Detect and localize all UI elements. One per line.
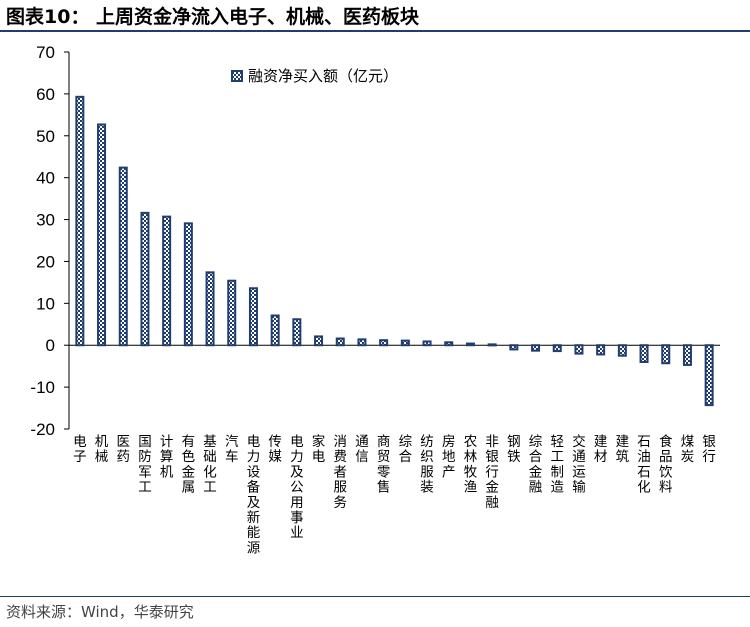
- bar: [596, 344, 606, 356]
- bar: [531, 344, 541, 352]
- bar: [97, 123, 107, 347]
- title-bar: 图表10： 上周资金净流入电子、机械、医药板块: [0, 0, 750, 32]
- bar: [227, 279, 237, 347]
- bar: [704, 344, 714, 407]
- x-category-label: 传媒: [268, 434, 282, 465]
- legend-label: 融资净买入额（亿元）: [248, 67, 398, 85]
- x-category-label: 商贸零售: [377, 434, 391, 496]
- bar: [574, 344, 584, 355]
- x-category-label: 交通运输: [572, 433, 586, 496]
- bar: [140, 211, 150, 347]
- x-category-label: 非银行金融: [485, 434, 499, 511]
- x-category-label: 电子: [73, 434, 87, 465]
- bar: [379, 339, 389, 347]
- bar: [617, 344, 627, 357]
- x-category-label: 国防军工: [138, 434, 152, 496]
- y-tick-label: -20: [30, 420, 55, 439]
- bar: [552, 344, 562, 353]
- x-category-label: 家电: [312, 433, 326, 465]
- x-category-label: 建筑: [616, 434, 630, 465]
- x-category-label: 电力设备及新能源: [247, 434, 261, 556]
- x-category-label: 轻工制造: [551, 434, 565, 496]
- chart-title: 图表10： 上周资金净流入电子、机械、医药板块: [6, 6, 420, 28]
- bar: [183, 222, 193, 347]
- x-category-label: 基础化工: [203, 433, 217, 496]
- bar-chart: -20 -10 0 10 20 30 40 50 60 70 电子机械医药国防军工计算机有色金属基…: [30, 43, 720, 556]
- x-category-label: 综合金融: [529, 434, 543, 496]
- bar: [509, 344, 519, 351]
- y-tick-label: 20: [36, 252, 55, 271]
- bar: [248, 287, 258, 347]
- x-category-label: 食品饮料: [659, 433, 673, 496]
- bar-layer: [75, 95, 714, 407]
- bar: [357, 338, 367, 347]
- bar: [162, 215, 172, 347]
- x-category-label: 房地产: [442, 434, 456, 480]
- x-category-label: 综合: [399, 434, 413, 465]
- bar: [487, 343, 497, 347]
- y-tick-label: 10: [36, 294, 55, 313]
- bar: [444, 341, 454, 347]
- x-category-label: 纺织服装: [420, 434, 434, 496]
- label-layer: 电子机械医药国防军工计算机有色金属基础化工汽车电力设备及新能源传媒电力及公用事业…: [73, 433, 716, 556]
- y-tick-label: 50: [36, 127, 55, 146]
- bar: [661, 344, 671, 365]
- y-tick-label: -10: [30, 378, 55, 397]
- bar: [270, 314, 280, 347]
- legend-swatch: [231, 70, 243, 82]
- y-tick-label: 0: [46, 336, 55, 355]
- x-category-label: 钢铁: [507, 434, 521, 465]
- bar: [639, 344, 649, 363]
- source-note: 资料来源：Wind，华泰研究: [6, 603, 194, 621]
- legend: 融资净买入额（亿元）: [231, 67, 398, 85]
- axis-layer: -20 -10 0 10 20 30 40 50 60 70: [30, 43, 720, 439]
- x-category-label: 医药: [117, 434, 131, 465]
- bar: [422, 340, 432, 347]
- bar: [205, 271, 215, 347]
- x-category-label: 煤炭: [681, 434, 695, 465]
- x-category-label: 通信: [355, 434, 369, 465]
- x-category-label: 银行: [702, 434, 716, 465]
- source-divider: [0, 596, 750, 597]
- y-tick-label: 70: [36, 43, 55, 62]
- bar: [292, 318, 302, 347]
- x-category-label: 有色金属: [182, 434, 196, 496]
- x-category-label: 建材: [594, 434, 608, 465]
- y-tick-label: 30: [36, 211, 55, 230]
- bar: [75, 95, 85, 347]
- x-category-label: 消费者服务: [334, 434, 348, 511]
- x-category-label: 电力及公用事业: [290, 434, 304, 541]
- bar: [335, 337, 345, 347]
- x-category-label: 石油石化: [637, 434, 651, 496]
- y-tick-label: 60: [36, 85, 55, 104]
- x-category-label: 农林牧渔: [464, 434, 478, 496]
- bar: [314, 335, 324, 347]
- bar: [118, 166, 128, 347]
- bar: [682, 344, 692, 366]
- bar: [400, 339, 410, 347]
- bar: [465, 342, 475, 347]
- x-category-label: 汽车: [225, 434, 239, 465]
- y-tick-label: 40: [36, 169, 55, 188]
- x-category-label: 机械: [95, 434, 109, 465]
- x-category-label: 计算机: [160, 434, 174, 480]
